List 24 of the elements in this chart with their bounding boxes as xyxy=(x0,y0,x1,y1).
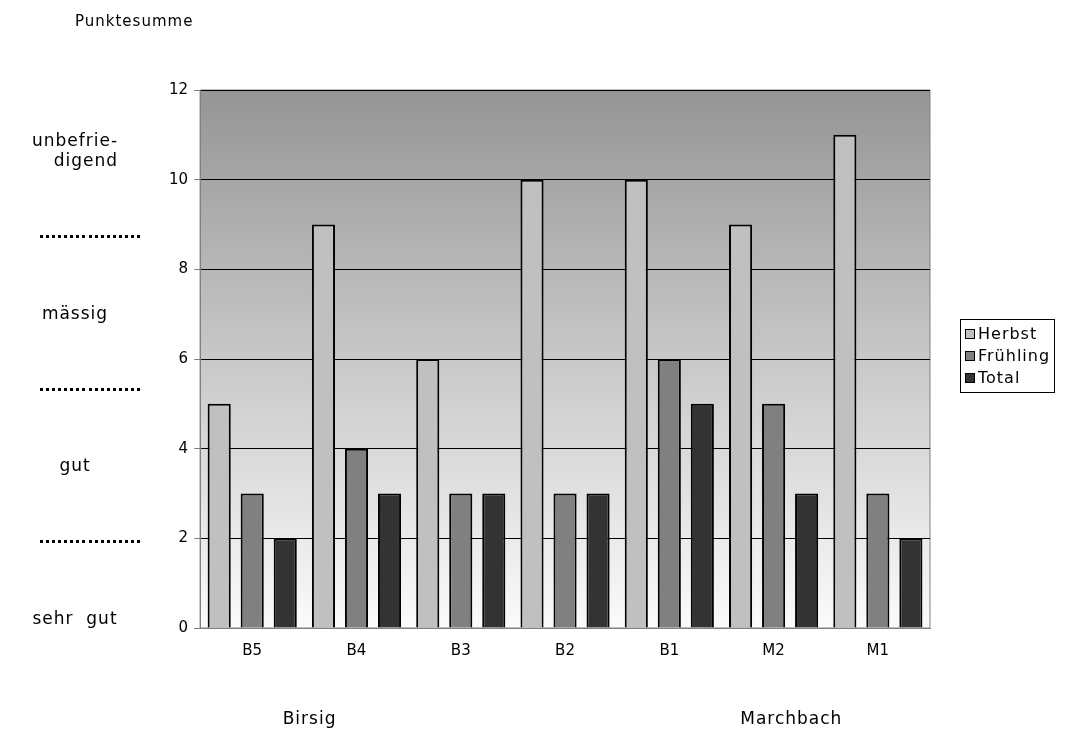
y-tick-label: 0 xyxy=(178,617,189,636)
x-tick-label: M1 xyxy=(866,640,890,659)
x-tick-label: B3 xyxy=(450,640,471,659)
y-tick-label: 10 xyxy=(168,169,189,188)
y-tick-label: 2 xyxy=(178,528,189,547)
legend-label: Total xyxy=(978,367,1021,389)
x-tick-label: M2 xyxy=(762,640,785,659)
y-tick-label: 12 xyxy=(168,79,189,98)
text: Birsig xyxy=(281,708,338,728)
y-tick-label: 6 xyxy=(178,348,189,367)
x-tick-label: B1 xyxy=(659,640,680,659)
text: Herbst xyxy=(978,323,1038,345)
text: unbefrie- digend xyxy=(31,130,119,171)
text: sehr gut xyxy=(32,607,118,628)
y-tick-label: 8 xyxy=(178,259,189,278)
text: gut xyxy=(59,455,91,476)
x-tick-label: B2 xyxy=(555,640,575,659)
y-axis-title: Punktesumme xyxy=(75,12,194,30)
x-tick-label: B4 xyxy=(346,640,367,659)
y-tick-label: 4 xyxy=(178,438,189,457)
text: mässig xyxy=(41,302,109,324)
legend-label: Frühling xyxy=(978,345,1051,367)
x-tick-label: B5 xyxy=(242,640,263,659)
text: Marchbach xyxy=(739,708,844,728)
